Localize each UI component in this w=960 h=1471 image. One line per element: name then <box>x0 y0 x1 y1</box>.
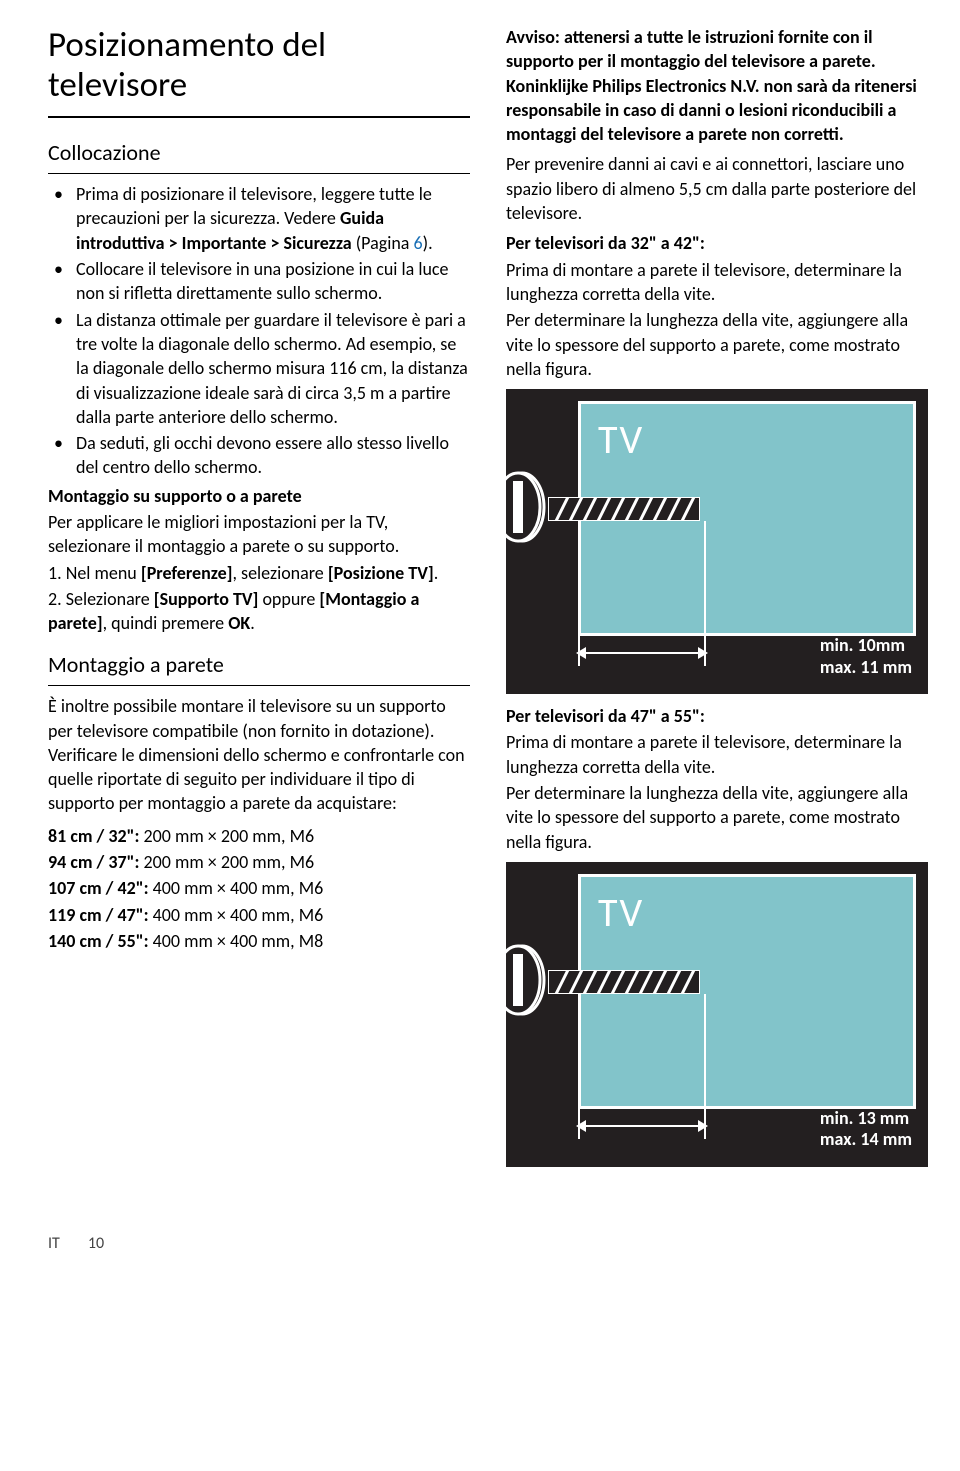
text: oppure <box>258 588 319 610</box>
dimension-arrow <box>578 1125 706 1127</box>
figure-screw-47-55: TV min. 13 mm max. <box>506 862 928 1167</box>
screw-thread-icon <box>548 497 700 521</box>
min-max-label: min. 13 mm max. 14 mm <box>820 1108 912 1151</box>
max-value: max. 11 mm <box>820 657 912 679</box>
text: , quindi premere <box>103 612 229 634</box>
size-line: 94 cm / 37": 200 mm × 200 mm, M6 <box>48 850 470 874</box>
list-item: Prima di posizionare il televisore, legg… <box>48 182 470 255</box>
dimension-line <box>578 994 580 1139</box>
min-value: min. 13 mm <box>820 1108 912 1130</box>
paragraph: Per prevenire danni ai cavi e ai connett… <box>506 152 928 225</box>
size-line: 81 cm / 32": 200 mm × 200 mm, M6 <box>48 824 470 848</box>
size-label: 81 cm / 32": <box>48 825 139 847</box>
section-montaggio-parete: Montaggio a parete <box>48 650 470 687</box>
size-value: 200 mm × 200 mm, M6 <box>139 851 314 873</box>
subheading-47-55: Per televisori da 47" a 55": <box>506 704 928 728</box>
list-item: Da seduti, gli occhi devono essere allo … <box>48 431 470 480</box>
text: . <box>250 612 255 634</box>
size-value: 400 mm × 400 mm, M6 <box>149 877 324 899</box>
page-link[interactable]: 6 <box>413 232 422 254</box>
size-line: 140 cm / 55": 400 mm × 400 mm, M8 <box>48 929 470 953</box>
paragraph: Per applicare le migliori impostazioni p… <box>48 510 470 559</box>
screw-head-icon <box>506 944 548 1016</box>
subheading-32-42: Per televisori da 32" a 42": <box>506 231 928 255</box>
min-max-label: min. 10mm max. 11 mm <box>820 635 912 678</box>
menu-ref: [Preferenze] <box>141 562 233 584</box>
text: (Pagina <box>352 232 414 254</box>
footer-page-number: 10 <box>88 1234 104 1253</box>
page-footer: IT 10 <box>48 1233 928 1255</box>
list-item: Collocare il televisore in una posizione… <box>48 257 470 306</box>
menu-ref: [Posizione TV] <box>328 562 434 584</box>
dimension-arrow <box>578 652 706 654</box>
dimension-line <box>704 521 706 666</box>
paragraph: Prima di montare a parete il televisore,… <box>506 258 928 307</box>
screw-thread-icon <box>548 970 700 994</box>
paragraph: Per determinare la lunghezza della vite,… <box>506 308 928 381</box>
figure-screw-32-42: TV min. 10mm max. 1 <box>506 389 928 694</box>
max-value: max. 14 mm <box>820 1129 912 1151</box>
text: ). <box>423 232 433 254</box>
size-label: 107 cm / 42": <box>48 877 149 899</box>
text: 2. Selezionare <box>48 588 154 610</box>
tv-label: TV <box>598 413 644 467</box>
footer-lang: IT <box>48 1234 60 1253</box>
size-line: 107 cm / 42": 400 mm × 400 mm, M6 <box>48 876 470 900</box>
size-value: 200 mm × 200 mm, M6 <box>139 825 314 847</box>
step-1: 1. Nel menu [Preferenze], selezionare [P… <box>48 561 470 585</box>
paragraph: Prima di montare a parete il televisore,… <box>506 730 928 779</box>
text: , selezionare <box>232 562 327 584</box>
step-2: 2. Selezionare [Supporto TV] oppure [Mon… <box>48 587 470 636</box>
paragraph: È inoltre possibile montare il televisor… <box>48 694 470 815</box>
dimension-line <box>704 994 706 1139</box>
warning-text: Avviso: attenersi a tutte le istruzioni … <box>506 25 928 146</box>
tv-label: TV <box>598 886 644 940</box>
size-value: 400 mm × 400 mm, M6 <box>149 904 324 926</box>
menu-ref: OK <box>228 612 250 634</box>
collocazione-list: Prima di posizionare il televisore, legg… <box>48 182 470 480</box>
size-value: 400 mm × 400 mm, M8 <box>149 930 324 952</box>
min-value: min. 10mm <box>820 635 912 657</box>
size-label: 119 cm / 47": <box>48 904 149 926</box>
paragraph: Per determinare la lunghezza della vite,… <box>506 781 928 854</box>
size-line: 119 cm / 47": 400 mm × 400 mm, M6 <box>48 903 470 927</box>
dimension-line <box>578 521 580 666</box>
subheading-montaggio-supporto: Montaggio su supporto o a parete <box>48 484 470 508</box>
menu-ref: [Supporto TV] <box>154 588 259 610</box>
screw-head-icon <box>506 471 548 543</box>
page-title: Posizionamento del televisore <box>48 25 470 118</box>
size-label: 94 cm / 37": <box>48 851 139 873</box>
text: . <box>434 562 439 584</box>
list-item: La distanza ottimale per guardare il tel… <box>48 308 470 429</box>
text: 1. Nel menu <box>48 562 141 584</box>
section-collocazione: Collocazione <box>48 138 470 175</box>
size-label: 140 cm / 55": <box>48 930 149 952</box>
